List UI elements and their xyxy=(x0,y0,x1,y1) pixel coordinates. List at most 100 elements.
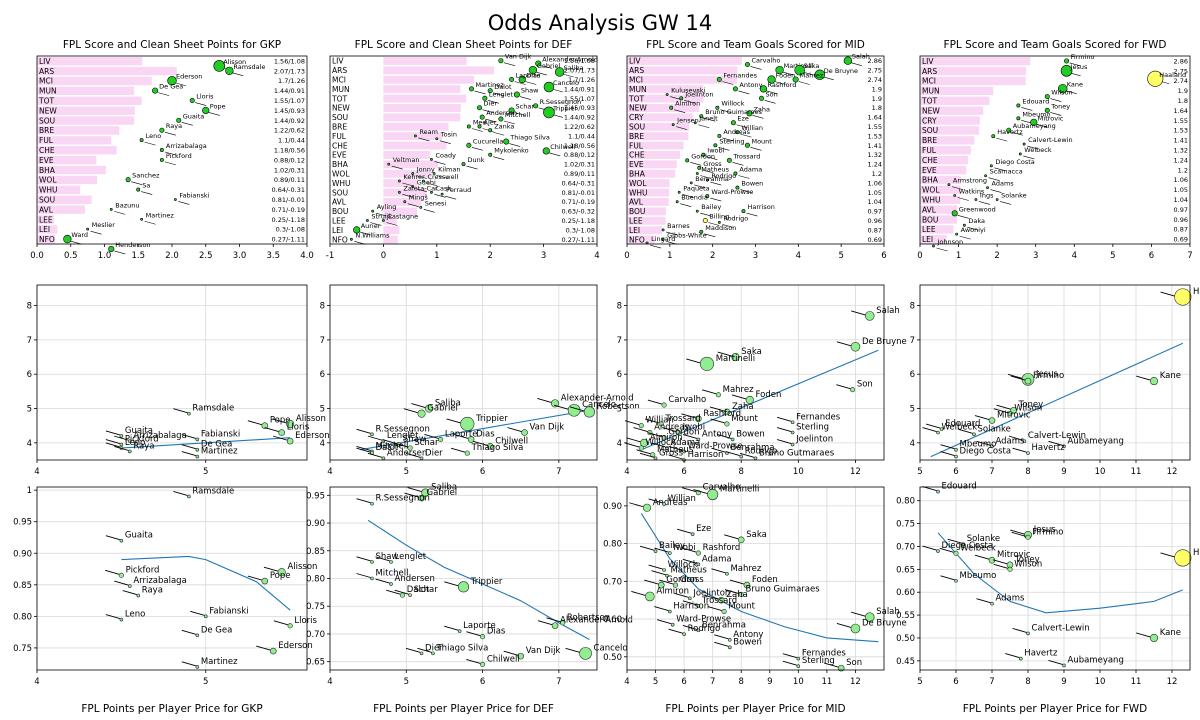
annotation-arrow xyxy=(466,165,478,170)
annotation-arrow xyxy=(105,442,120,448)
annotation-arrow xyxy=(682,487,697,493)
team-label: BHA xyxy=(39,166,56,175)
x-tick-label: 0.0 xyxy=(30,251,44,261)
bar-value-label: 1.53 xyxy=(868,132,882,140)
annotation-arrow xyxy=(714,641,729,647)
x-tick-label: 6 xyxy=(480,467,485,477)
team-label: WHU xyxy=(922,195,941,204)
y-tick-label: 0.75 xyxy=(306,602,325,612)
bar xyxy=(920,57,1031,66)
x-tick-label: 2 xyxy=(710,251,715,261)
x-tick-label: 4 xyxy=(796,251,801,261)
annotation-arrow xyxy=(375,212,387,217)
scatter-point xyxy=(1060,65,1073,77)
annotation-arrow xyxy=(1011,131,1023,136)
scatter-point xyxy=(118,572,124,578)
bar-value-label: 2.74 xyxy=(868,76,882,84)
bar xyxy=(627,179,670,188)
bar-value-label: 2.75 xyxy=(1174,67,1188,75)
point-label: Mahrez xyxy=(730,564,761,574)
annotation-arrow xyxy=(651,442,666,448)
bar-value-label: 1.05 xyxy=(868,189,882,197)
annotation-arrow xyxy=(724,589,740,594)
bar-value-label: 0.64/-0.31 xyxy=(562,179,595,187)
scatter-point xyxy=(213,60,226,72)
point-label: Mitchell xyxy=(505,111,530,119)
annotation-arrow xyxy=(1021,107,1033,111)
x-tick-label: 4 xyxy=(34,467,39,477)
x-tick-label: 7 xyxy=(989,677,994,687)
annotation-arrow xyxy=(565,647,580,653)
x-tick-label: 6 xyxy=(953,467,958,477)
scatter-point xyxy=(695,172,699,175)
team-label: LIV xyxy=(922,57,934,66)
annotation-arrow xyxy=(474,90,486,95)
scatter-point xyxy=(86,227,90,231)
annotation-arrow xyxy=(967,226,979,231)
scatter-point xyxy=(843,56,853,65)
point-label: Dunk xyxy=(468,156,485,164)
point-label: Aubameyang xyxy=(1068,436,1124,446)
annotation-arrow xyxy=(356,445,371,451)
point-label: Son xyxy=(846,658,862,668)
scatter-point xyxy=(560,620,566,626)
annotation-arrow xyxy=(415,188,427,192)
scatter-point xyxy=(739,454,744,459)
scatter-point xyxy=(721,608,727,615)
annotation-arrow xyxy=(633,427,648,432)
scatter-point xyxy=(277,568,286,577)
point-label: Mbeumo xyxy=(1022,110,1050,118)
x-tick-label: 4 xyxy=(1072,251,1077,261)
annotation-arrow xyxy=(717,433,732,439)
annotation-arrow xyxy=(514,112,526,116)
bar-value-label: 0.3/-1.08 xyxy=(566,226,595,234)
annotation-arrow xyxy=(144,220,156,225)
point-label: Thiago Silva xyxy=(509,134,550,142)
point-label: Gordon xyxy=(668,428,699,438)
scatter-point xyxy=(398,179,401,183)
point-label: Kane xyxy=(1160,371,1181,381)
annotation-arrow xyxy=(181,433,196,439)
point-label: Calvert-Lewin xyxy=(1032,623,1090,633)
point-label: Senesi xyxy=(425,199,447,207)
y-tick-label: 0.50 xyxy=(603,653,622,663)
team-label: SOU xyxy=(922,126,938,135)
bar xyxy=(383,113,461,122)
annotation-arrow xyxy=(114,250,126,255)
scatter-point xyxy=(653,456,658,461)
x-tick-label: 10 xyxy=(1095,467,1106,477)
annotation-arrow xyxy=(682,433,698,439)
team-label: LEE xyxy=(39,215,53,224)
point-label: Castagne xyxy=(387,213,418,221)
scatter-point xyxy=(792,76,799,83)
scatter-point xyxy=(1044,94,1050,100)
point-label: Lingard xyxy=(651,235,675,243)
scatter-point xyxy=(381,456,386,461)
trend-line xyxy=(930,342,1184,458)
point-label: Andreas xyxy=(654,423,689,433)
point-label: Cresswell xyxy=(427,173,458,181)
annotation-arrow xyxy=(698,124,710,129)
annotation-arrow xyxy=(466,631,481,637)
scatter-point xyxy=(63,234,72,244)
annotation-arrow xyxy=(356,498,371,504)
point-label: Johnson xyxy=(937,238,964,246)
point-label: Havertz xyxy=(997,128,1023,136)
point-label: Rodrigo xyxy=(711,172,736,180)
point-label: Schar xyxy=(414,438,439,448)
annotation-arrow xyxy=(466,659,481,664)
point-label: Shaw xyxy=(403,435,426,445)
point-label: Mitrovic xyxy=(997,550,1031,560)
team-label: NFO xyxy=(332,235,348,244)
y-tick-label: 0.70 xyxy=(603,577,622,587)
annotation-arrow xyxy=(654,547,669,553)
annotation-arrow xyxy=(722,224,734,228)
scatter-point xyxy=(732,86,738,92)
x-tick-label: 3.5 xyxy=(266,251,280,261)
x-tick-label: 8 xyxy=(739,467,744,477)
scatter-point xyxy=(425,404,434,413)
annotation-arrow xyxy=(740,189,752,193)
scatter-point xyxy=(422,179,425,183)
annotation-arrow xyxy=(356,573,371,578)
x-tick-label: 11 xyxy=(821,677,832,687)
